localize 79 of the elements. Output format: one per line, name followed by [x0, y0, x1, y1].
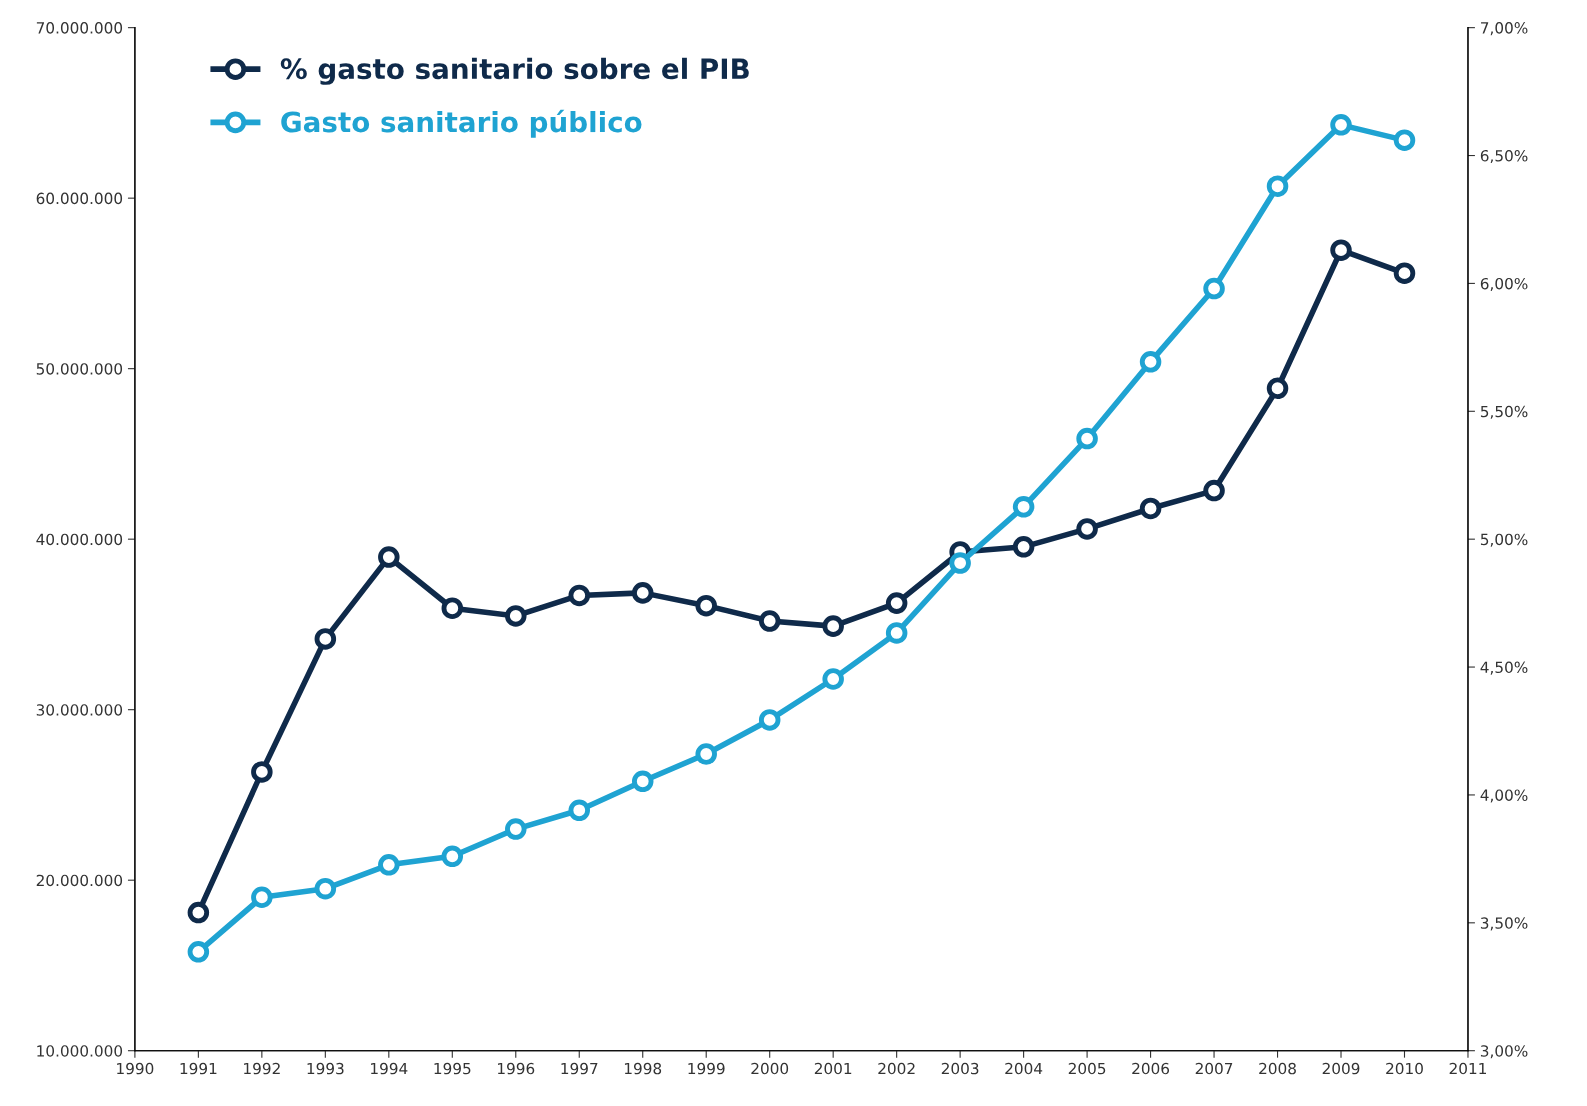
legend-label: Gasto sanitario público — [281, 109, 642, 138]
x-tick-label: 1991 — [180, 1062, 217, 1075]
point — [314, 877, 337, 900]
x-tick-label: 1990 — [117, 1062, 154, 1075]
x-tick-label: 2011 — [1449, 1062, 1486, 1075]
point — [885, 592, 908, 614]
y-tick-label: 30.000.000 — [36, 704, 123, 716]
legend-label: % gasto sanitario sobre el PIB — [280, 57, 749, 85]
point — [1266, 377, 1289, 400]
point — [378, 546, 400, 568]
y2-tick-label: 6,00% — [1480, 277, 1528, 291]
point — [1203, 277, 1225, 300]
x-tick-label: 1992 — [244, 1062, 280, 1075]
x-tick-label: 2002 — [878, 1062, 915, 1075]
x-tick-label: 2009 — [1322, 1062, 1360, 1075]
point — [187, 941, 210, 963]
y2-tick-label: 4,00% — [1480, 789, 1528, 803]
y-tick-label: 60.000.000 — [36, 192, 123, 205]
x-tick-label: 2006 — [1132, 1062, 1170, 1075]
point — [187, 901, 210, 924]
x-tick-label: 1998 — [624, 1062, 662, 1075]
point — [949, 552, 971, 574]
point — [822, 615, 844, 637]
point — [1393, 129, 1416, 151]
point — [1012, 496, 1035, 518]
y2-tick-label: 7,00% — [1481, 22, 1528, 36]
x-tick-label: 1993 — [307, 1062, 344, 1075]
point — [568, 799, 591, 822]
y-tick-label: 20.000.000 — [36, 874, 123, 887]
x-tick-label: 2001 — [814, 1062, 852, 1075]
point — [758, 709, 781, 731]
point — [695, 594, 717, 617]
point — [695, 743, 717, 765]
x-tick-label: 2004 — [1005, 1062, 1043, 1075]
x-tick-label: 1996 — [498, 1062, 535, 1075]
x-tick-label: 2010 — [1386, 1062, 1423, 1075]
point — [1203, 479, 1225, 502]
point — [1330, 239, 1352, 261]
point — [251, 761, 273, 783]
y-tick-label: 10.000.000 — [37, 1045, 123, 1057]
point — [1012, 536, 1035, 558]
x-tick-label: 1999 — [688, 1062, 725, 1075]
x-tick-label: 2003 — [941, 1062, 979, 1075]
point — [378, 854, 400, 876]
y-tick-label: 50.000.000 — [36, 363, 123, 375]
point — [505, 605, 527, 627]
x-tick-label: 1997 — [561, 1062, 598, 1075]
y2-tick-label: 5,00% — [1480, 533, 1528, 547]
point — [885, 622, 908, 644]
y2-tick-label: 3,00% — [1480, 1045, 1528, 1059]
point — [758, 610, 781, 632]
point — [1266, 175, 1289, 197]
point — [631, 770, 654, 793]
point — [822, 668, 844, 690]
point — [314, 628, 337, 650]
y2-tick-label: 4,50% — [1480, 661, 1528, 675]
y-tick-label: 40.000.000 — [36, 533, 123, 546]
point — [568, 584, 591, 607]
x-tick-label: 1994 — [371, 1062, 408, 1075]
y2-tick-label: 5,50% — [1480, 405, 1528, 419]
point — [631, 582, 654, 604]
point — [1139, 351, 1162, 373]
y2-tick-label: 6,50% — [1480, 150, 1528, 164]
x-tick-label: 2007 — [1195, 1062, 1233, 1075]
point — [1330, 114, 1352, 136]
point — [1076, 427, 1098, 450]
point — [1393, 262, 1416, 284]
point — [505, 818, 527, 840]
x-tick-label: 1995 — [434, 1062, 471, 1075]
x-tick-label: 2000 — [751, 1062, 789, 1075]
y-tick-label: 70.000.000 — [36, 22, 123, 34]
x-tick-label: 2008 — [1259, 1062, 1296, 1075]
point — [441, 597, 464, 619]
point — [1139, 497, 1162, 520]
point — [441, 845, 464, 868]
y2-tick-label: 3,50% — [1480, 917, 1528, 931]
point — [1076, 518, 1098, 540]
point — [251, 886, 273, 909]
x-tick-label: 2005 — [1068, 1062, 1106, 1075]
